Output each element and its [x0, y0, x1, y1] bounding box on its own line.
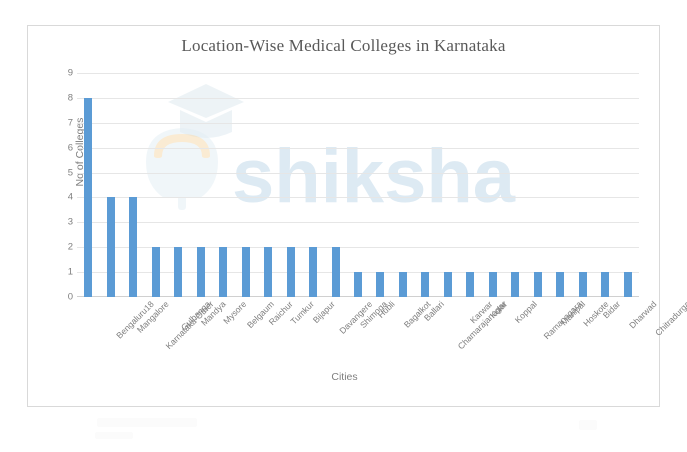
bar [174, 247, 183, 297]
chart-frame: Location-Wise Medical Colleges in Karnat… [27, 25, 687, 407]
bar [286, 247, 295, 297]
bar [196, 247, 205, 297]
bar [354, 272, 362, 297]
y-axis-ticks: 9 8 7 6 5 4 3 2 1 0 [47, 68, 73, 303]
bar [309, 247, 318, 297]
bar [533, 272, 542, 297]
footer-artifacts [27, 412, 660, 448]
chart-title: Location-Wise Medical Colleges in Karnat… [181, 36, 506, 55]
bar [578, 272, 587, 297]
y-tick-label: 1 [67, 266, 73, 278]
bar [106, 197, 115, 297]
bar [241, 247, 250, 297]
bar [421, 272, 430, 297]
y-tick-label: 0 [67, 291, 73, 303]
bar [129, 197, 138, 297]
gridline [77, 147, 639, 149]
gridline [77, 197, 639, 199]
x-axis-title: Cities [331, 371, 358, 383]
y-tick-label: 2 [67, 241, 73, 253]
bar [398, 272, 407, 297]
x-tick-label: Dharwad [627, 299, 659, 331]
y-tick-label: 8 [67, 92, 73, 104]
bar [84, 97, 93, 297]
x-tick-label: Bijapur [310, 299, 337, 325]
x-tick-label: Kolar [488, 299, 510, 321]
footer-artifact-3 [579, 420, 597, 430]
x-tick-label: Koppal [512, 299, 539, 325]
bar [376, 272, 385, 297]
bar [623, 272, 632, 297]
gridline [77, 172, 639, 174]
y-tick-label: 4 [67, 191, 73, 203]
y-tick-label: 5 [67, 167, 73, 179]
bar [601, 272, 610, 297]
y-tick-label: 9 [67, 67, 73, 79]
footer-artifact-1 [97, 418, 197, 427]
bar [556, 272, 565, 297]
y-tick-label: 7 [67, 117, 73, 129]
gridline [77, 122, 639, 124]
y-tick-label: 6 [67, 142, 73, 154]
gridline [77, 247, 639, 249]
footer-artifact-2 [95, 432, 133, 439]
bar [511, 272, 520, 297]
gridline [77, 73, 639, 74]
bar-series [77, 73, 639, 297]
gridline [77, 97, 639, 99]
gridline [77, 222, 639, 224]
bar [151, 247, 160, 297]
bar [466, 272, 475, 297]
bar [219, 247, 228, 297]
y-tick-label: 3 [67, 216, 73, 228]
bar [331, 247, 340, 297]
bar [264, 247, 273, 297]
bar [488, 272, 497, 297]
bar [443, 272, 452, 297]
